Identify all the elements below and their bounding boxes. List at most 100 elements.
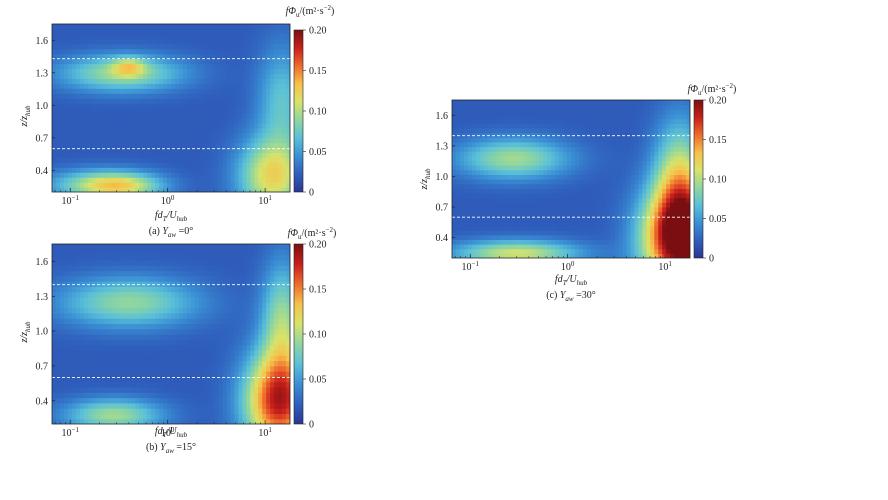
- heatmap-cell: [71, 323, 77, 330]
- heatmap-cell: [182, 339, 188, 346]
- heatmap-cell: [155, 24, 160, 30]
- heatmap-cell: [499, 118, 505, 124]
- heatmap-cell: [135, 397, 140, 404]
- x-axis-label-sub2: hub: [177, 215, 188, 223]
- heatmap-cell: [226, 296, 232, 303]
- heatmap-cell: [206, 33, 212, 40]
- heatmap-cell: [71, 73, 77, 79]
- heatmap-cell: [107, 376, 113, 383]
- heatmap-cell: [242, 182, 247, 188]
- heatmap-cell: [527, 151, 532, 157]
- heatmap-cell: [131, 137, 136, 144]
- heatmap-cell: [171, 376, 176, 383]
- heatmap-cell: [202, 93, 208, 99]
- heatmap-cell: [262, 24, 267, 30]
- heatmap-cell: [452, 151, 457, 157]
- heatmap-cell: [171, 24, 176, 30]
- heatmap-cell: [59, 147, 65, 154]
- heatmap-cell: [194, 43, 200, 50]
- heatmap-cell: [282, 78, 287, 84]
- heatmap-cell: [242, 270, 247, 277]
- heatmap-cell: [135, 28, 140, 35]
- heatmap-cell: [63, 413, 69, 420]
- heatmap-cell: [139, 122, 144, 129]
- heatmap-cell: [171, 187, 176, 192]
- heatmap-cell: [194, 302, 200, 309]
- heatmap-cell: [194, 108, 200, 114]
- heatmap-cell: [535, 151, 540, 157]
- heatmap-cell: [246, 122, 251, 129]
- heatmap-cell: [535, 234, 540, 241]
- heatmap-cell: [71, 408, 77, 415]
- heatmap-cell: [222, 312, 228, 319]
- heatmap-cell: [282, 334, 287, 340]
- heatmap-cell: [286, 58, 290, 65]
- heatmap-cell: [194, 296, 200, 303]
- heatmap-cell: [71, 402, 77, 409]
- heatmap-cell: [487, 100, 493, 106]
- heatmap-cell: [266, 355, 271, 362]
- heatmap-cell: [226, 33, 232, 40]
- heatmap-cell: [499, 220, 505, 227]
- heatmap-cell: [174, 58, 180, 65]
- heatmap-cell: [186, 392, 192, 399]
- heatmap-cell: [71, 68, 77, 75]
- heatmap-cell: [230, 162, 236, 168]
- heatmap-cell: [190, 397, 196, 404]
- heatmap-cell: [71, 291, 77, 298]
- heatmap-cell: [467, 155, 473, 162]
- heatmap-cell: [139, 249, 144, 256]
- heatmap-cell: [178, 38, 184, 45]
- heatmap-cell: [539, 165, 544, 171]
- heatmap-cell: [463, 211, 469, 217]
- heatmap-cell: [182, 103, 188, 109]
- heatmap-cell: [210, 281, 216, 287]
- heatmap-cell: [174, 402, 180, 409]
- heatmap-cell: [218, 182, 224, 188]
- heatmap-cell: [178, 152, 184, 159]
- heatmap-cell: [143, 187, 148, 192]
- heatmap-cell: [99, 68, 105, 75]
- heatmap-cell: [147, 386, 152, 393]
- heatmap-cell: [111, 392, 117, 399]
- heatmap-cell: [71, 392, 77, 399]
- heatmap-cell: [63, 142, 69, 149]
- heatmap-cell: [246, 157, 251, 163]
- heatmap-cell: [171, 103, 176, 109]
- heatmap-cell: [99, 344, 105, 351]
- heatmap-cell: [206, 296, 212, 303]
- heatmap-cell: [238, 265, 243, 272]
- heatmap-cell: [194, 291, 200, 298]
- heatmap-cell: [487, 104, 493, 110]
- heatmap-cell: [471, 248, 477, 254]
- heatmap-cell: [226, 172, 232, 178]
- heatmap-cell: [238, 270, 243, 277]
- heatmap-cell: [59, 58, 65, 65]
- heatmap-cell: [499, 183, 505, 189]
- heatmap-cell: [278, 98, 283, 104]
- heatmap-cell: [155, 182, 160, 188]
- heatmap-cell: [67, 249, 73, 256]
- heatmap-cell: [147, 43, 152, 50]
- heatmap-cell: [55, 254, 61, 261]
- heatmap-cell: [479, 253, 485, 258]
- heatmap-cell: [234, 307, 240, 314]
- heatmap-cell: [59, 386, 65, 393]
- heatmap-cell: [467, 230, 473, 236]
- heatmap-cell: [230, 413, 236, 420]
- heatmap-cell: [71, 162, 77, 168]
- heatmap-cell: [190, 291, 196, 298]
- heatmap-cell: [230, 43, 236, 50]
- heatmap-cell: [198, 371, 204, 377]
- heatmap-cell: [254, 142, 259, 149]
- heatmap-cell: [135, 386, 140, 393]
- heatmap-cell: [163, 339, 168, 346]
- heatmap-cell: [511, 174, 517, 180]
- heatmap-cell: [174, 328, 180, 335]
- heatmap-cell: [210, 386, 216, 393]
- heatmap-cell: [250, 132, 255, 139]
- heatmap-cell: [79, 270, 85, 277]
- heatmap-cell: [99, 371, 105, 377]
- heatmap-cell: [452, 220, 457, 227]
- heatmap-cell: [178, 381, 184, 388]
